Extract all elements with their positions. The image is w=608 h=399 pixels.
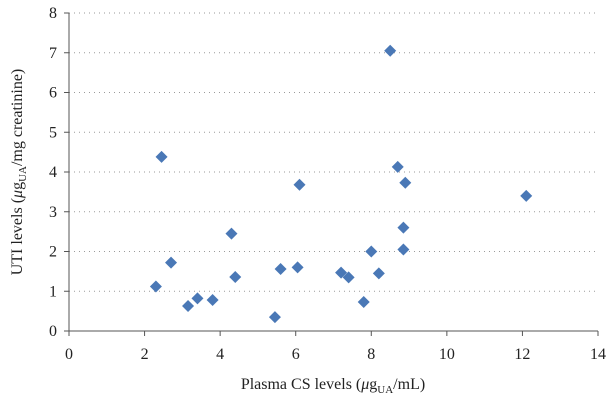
x-tick-label: 2 <box>141 346 149 363</box>
x-axis-label: Plasma CS levels (μgUA/mL) <box>241 376 425 396</box>
data-point <box>274 262 287 275</box>
axes <box>64 12 599 336</box>
data-point <box>365 245 378 258</box>
data-point <box>399 176 412 189</box>
x-tick-label: 0 <box>65 346 73 363</box>
x-tick-label: 6 <box>292 346 300 363</box>
data-point <box>397 243 410 256</box>
data-point <box>342 271 355 284</box>
data-point <box>155 150 168 163</box>
data-point <box>268 311 281 324</box>
data-point <box>165 256 178 269</box>
y-tick-label: 1 <box>49 283 57 300</box>
y-tick-label: 2 <box>49 244 57 261</box>
data-point <box>182 299 195 312</box>
data-point <box>335 266 348 279</box>
y-tick-label: 4 <box>49 164 57 181</box>
y-tick-label: 7 <box>49 45 57 62</box>
data-point <box>191 292 204 305</box>
data-point <box>397 221 410 234</box>
y-tick-labels: 0 1 2 3 4 5 6 7 8 <box>49 5 57 340</box>
x-tick-label: 12 <box>514 346 530 363</box>
data-point <box>372 267 385 280</box>
y-tick-label: 8 <box>49 5 57 22</box>
data-point <box>229 270 242 283</box>
y-axis-label: UTI levels (μgUA/mg creatinine) <box>9 69 29 276</box>
y-tick-label: 3 <box>49 204 57 221</box>
data-point <box>520 189 533 202</box>
gridlines <box>69 12 598 292</box>
x-tick-label: 8 <box>367 346 375 363</box>
data-point <box>384 44 397 57</box>
x-tick-label: 14 <box>590 346 606 363</box>
x-tick-labels: 0 2 4 6 8 10 12 14 <box>65 346 606 363</box>
data-points <box>149 44 533 324</box>
data-point <box>291 261 304 274</box>
data-point <box>149 280 162 293</box>
data-point <box>293 178 306 191</box>
data-point <box>225 227 238 240</box>
y-tick-label: 0 <box>49 323 57 340</box>
x-tick-label: 10 <box>439 346 455 363</box>
data-point <box>206 293 219 306</box>
y-tick-label: 5 <box>49 124 57 141</box>
data-point <box>391 160 404 173</box>
data-point <box>357 295 370 308</box>
y-tick-label: 6 <box>49 85 57 102</box>
x-tick-label: 4 <box>216 346 224 363</box>
